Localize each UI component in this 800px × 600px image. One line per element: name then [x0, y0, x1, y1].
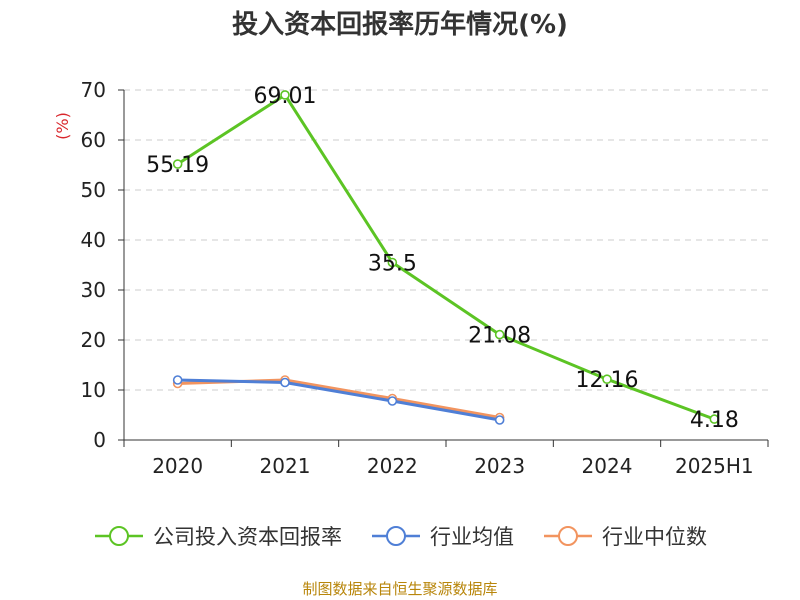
x-tick-label: 2023	[474, 454, 525, 478]
legend-label: 行业均值	[430, 525, 514, 549]
data-label: 35.5	[368, 252, 417, 277]
x-tick-label: 2021	[260, 454, 311, 478]
y-tick-label: 20	[81, 328, 106, 352]
data-label: 69.01	[254, 84, 317, 109]
data-point	[494, 329, 505, 340]
data-point	[387, 257, 398, 268]
legend-label: 公司投入资本回报率	[153, 525, 342, 549]
y-tick-label: 50	[81, 178, 106, 202]
x-tick-label: 2020	[152, 454, 203, 478]
data-point	[172, 375, 183, 385]
data-point	[709, 414, 720, 424]
legend-label: 行业中位数	[602, 525, 707, 549]
y-tick-label: 0	[93, 428, 106, 452]
y-tick-label: 70	[81, 78, 106, 102]
data-label: 12.16	[576, 368, 639, 393]
y-tick-label: 30	[81, 278, 106, 302]
data-point	[280, 377, 290, 388]
line-chart: 0 10 20 30 40 50 60 70 (%) 2020 2021 2022 2023 2024 20…	[53, 78, 769, 478]
y-tick-label: 40	[81, 228, 106, 252]
data-point	[172, 159, 183, 169]
series-line	[176, 378, 502, 422]
legend-marker-icon	[95, 526, 143, 546]
y-axis-label: (%)	[53, 112, 72, 140]
chart-legend: 公司投入资本回报率 行业均值 行业中位数	[0, 518, 800, 554]
x-tick-label: 2024	[582, 454, 633, 478]
source-footer: 制图数据来自恒生聚源数据库	[302, 580, 498, 598]
chart-title: 投入资本回报率历年情况(%)	[232, 10, 568, 40]
y-tick-label: 60	[81, 128, 106, 152]
y-tick-label: 10	[81, 378, 106, 402]
series-line	[176, 93, 716, 421]
data-point	[387, 396, 398, 406]
legend-marker-icon	[372, 526, 420, 546]
legend-item[interactable]: 公司投入资本回报率	[93, 521, 342, 551]
legend-item[interactable]: 行业中位数	[542, 521, 707, 551]
legend-item[interactable]: 行业均值	[370, 521, 514, 551]
data-label: 21.08	[468, 324, 531, 349]
data-point	[602, 374, 612, 385]
data-label: 4.18	[690, 408, 739, 433]
legend-marker-icon	[544, 526, 592, 546]
data-point	[280, 90, 290, 100]
x-tick-label: 2022	[367, 454, 418, 478]
data-label: 55.19	[146, 153, 209, 178]
x-tick-label: 2025H1	[675, 454, 754, 478]
data-point	[494, 415, 505, 425]
